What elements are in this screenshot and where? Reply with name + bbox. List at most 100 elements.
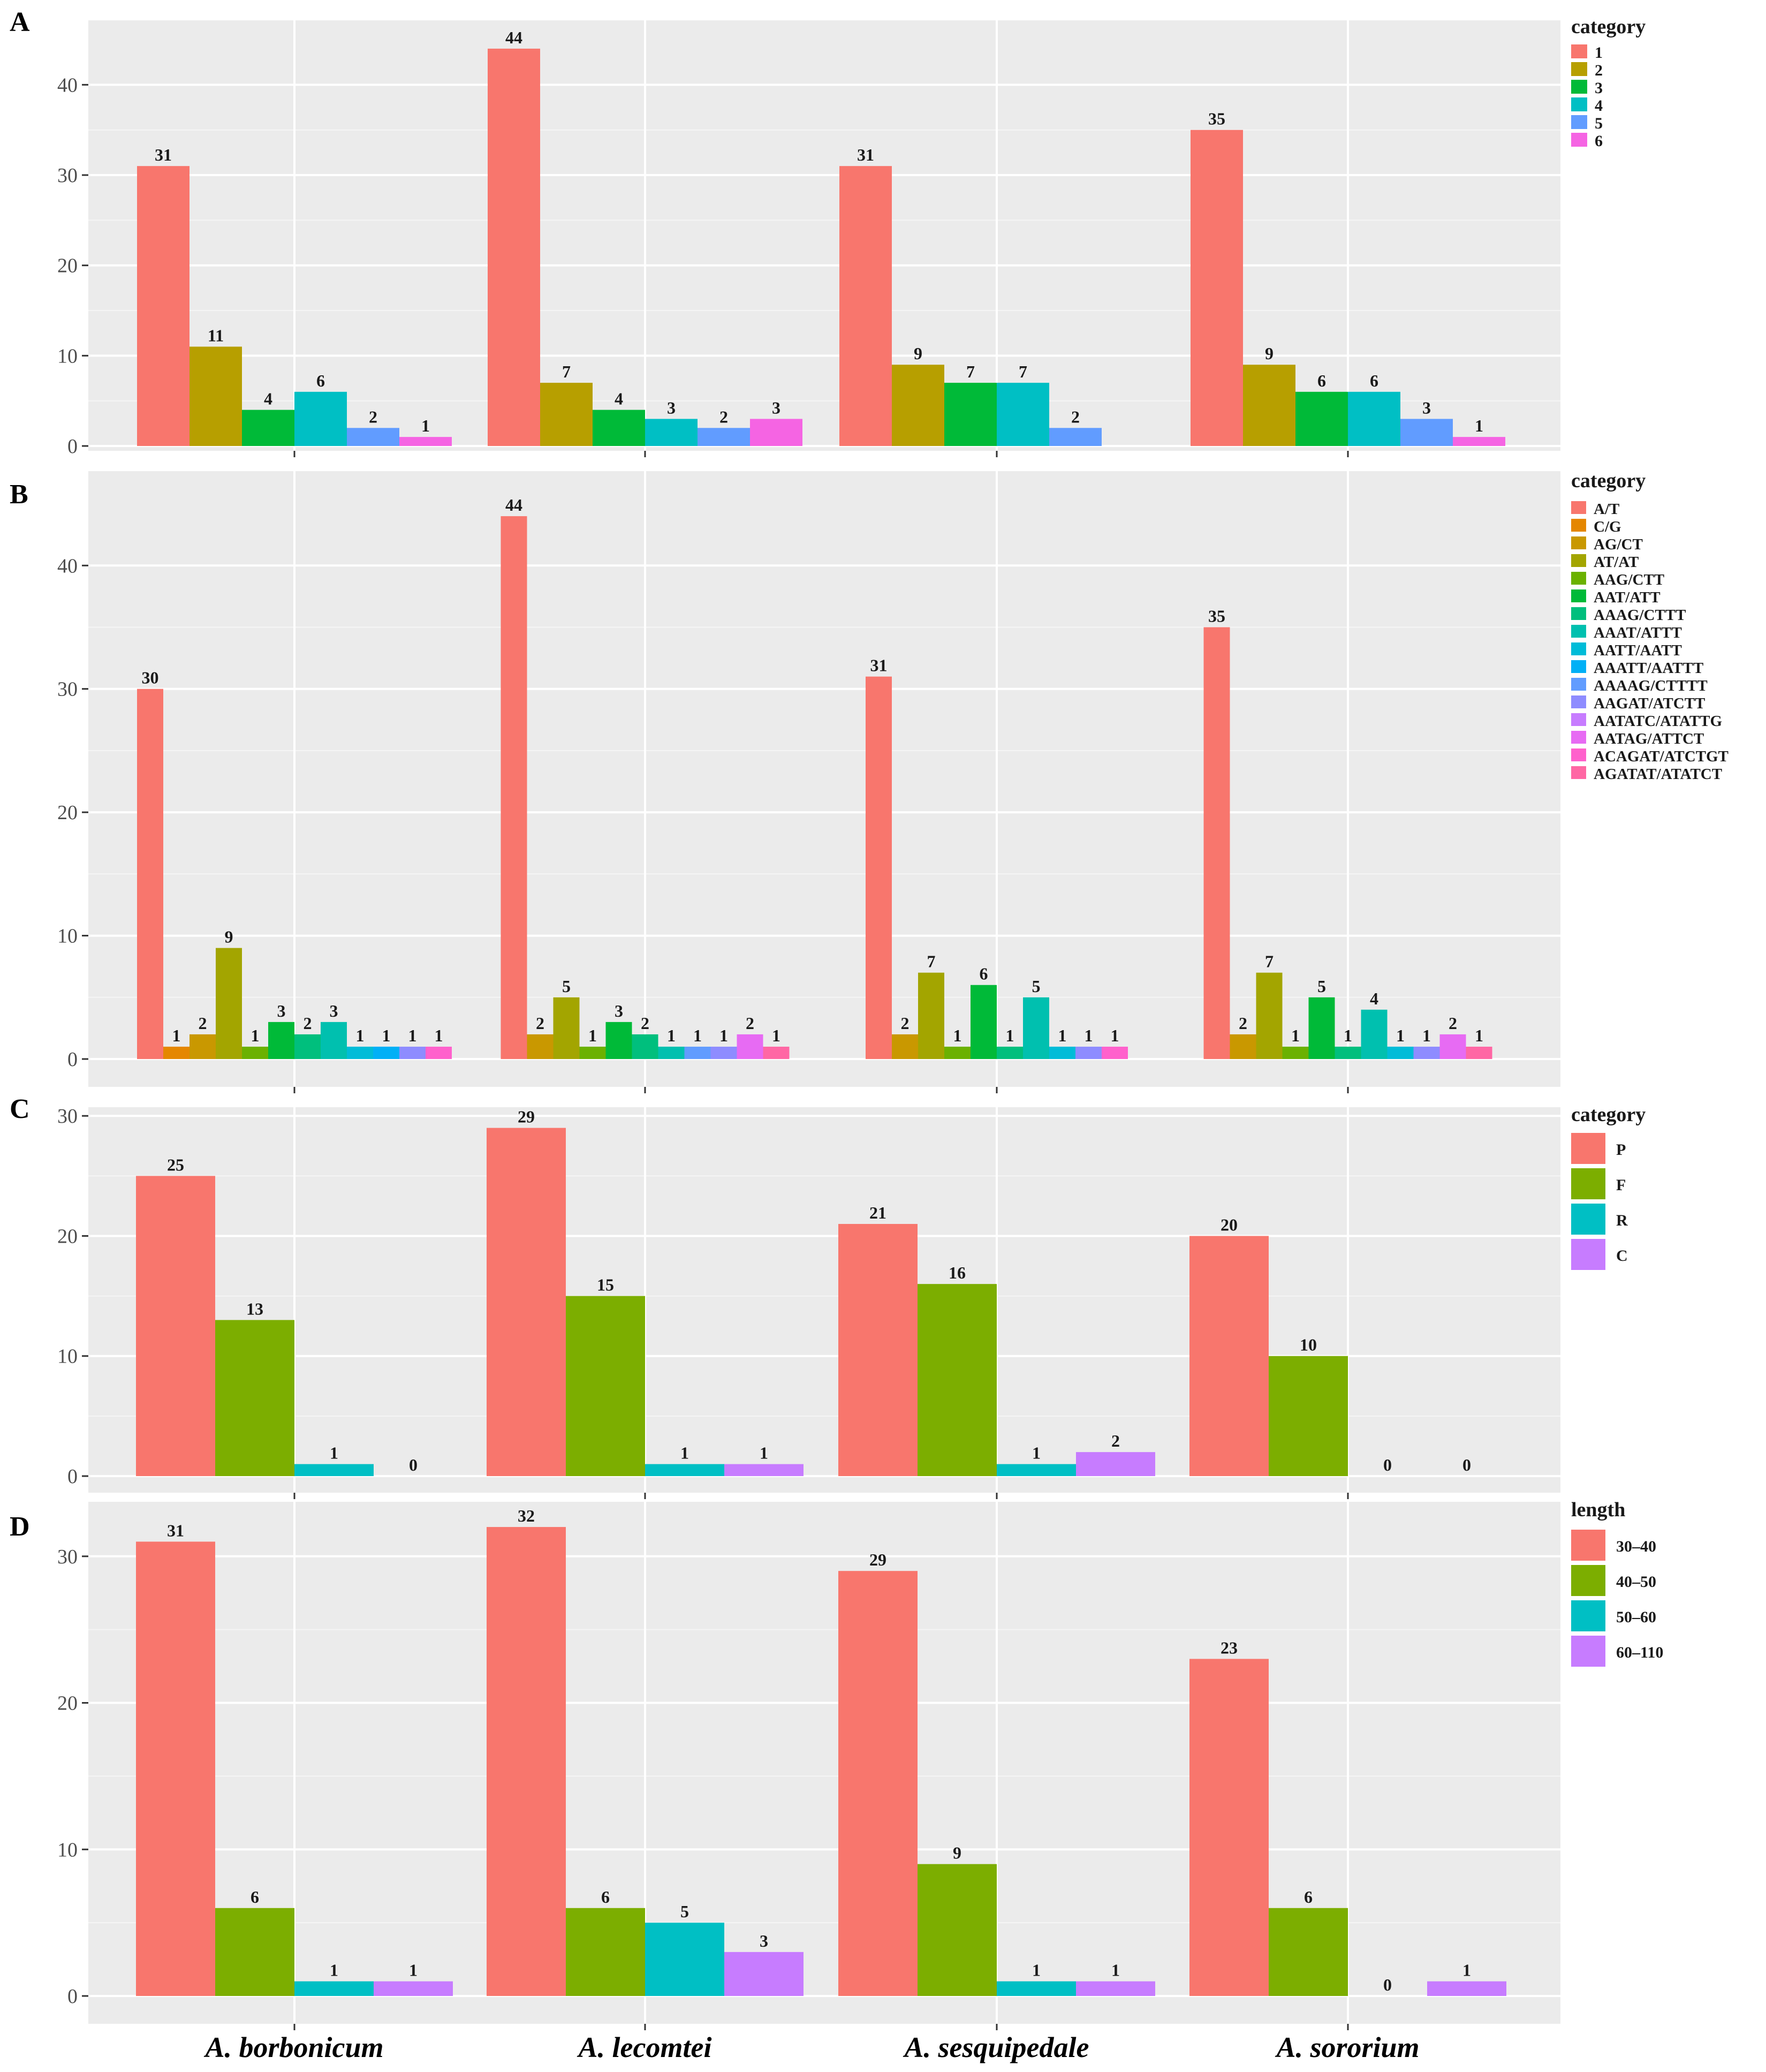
bar <box>1191 130 1243 446</box>
bar <box>838 1224 918 1476</box>
bar <box>892 365 944 446</box>
bar <box>1076 1452 1155 1476</box>
data-label: 1 <box>772 1026 780 1045</box>
legend-label: AAATT/AATTT <box>1594 660 1703 677</box>
y-tick-label: 10 <box>57 1839 78 1861</box>
bar <box>698 428 750 446</box>
legend-key <box>1571 731 1586 744</box>
legend-key <box>1571 80 1587 94</box>
y-tick-label: 40 <box>57 555 78 577</box>
legend-key <box>1571 44 1587 58</box>
bar <box>215 1320 294 1476</box>
legend-key <box>1571 625 1586 638</box>
legend-key <box>1571 607 1586 620</box>
legend-label: 4 <box>1595 97 1603 115</box>
bar <box>373 1046 399 1059</box>
bar <box>1189 1236 1269 1476</box>
bar <box>553 997 580 1059</box>
panel-letter-B: B <box>10 479 28 510</box>
bar <box>136 1176 215 1476</box>
data-label: 9 <box>953 1843 961 1863</box>
bar <box>216 948 242 1059</box>
data-label: 9 <box>225 927 233 947</box>
bar <box>997 382 1049 446</box>
data-label: 1 <box>1475 416 1483 435</box>
data-label: 7 <box>1265 952 1274 971</box>
y-tick-label: 10 <box>57 345 78 367</box>
data-label: 6 <box>980 964 988 984</box>
data-label: 0 <box>1383 1455 1392 1474</box>
data-label: 1 <box>719 1026 728 1045</box>
legend-label: AAG/CTT <box>1594 571 1664 588</box>
y-tick-label: 30 <box>57 164 78 187</box>
data-label: 6 <box>1304 1887 1313 1907</box>
data-label: 2 <box>641 1014 649 1033</box>
legend-label: AATAG/ATTCT <box>1594 730 1704 747</box>
data-label: 1 <box>1032 1961 1041 1980</box>
data-label: 2 <box>199 1014 207 1033</box>
data-label: 31 <box>155 145 172 164</box>
legend-label: 60–110 <box>1616 1644 1663 1661</box>
data-label: 9 <box>914 344 922 363</box>
bar <box>1189 1659 1269 1996</box>
legend-title: category <box>1571 16 1646 38</box>
bar <box>1427 1981 1506 1996</box>
data-label: 3 <box>277 1001 286 1020</box>
legend-label: 30–40 <box>1616 1538 1656 1555</box>
data-label: 20 <box>1221 1215 1238 1234</box>
data-label: 21 <box>869 1203 886 1222</box>
bar <box>399 437 452 446</box>
legend-label: AATT/AATT <box>1594 642 1682 659</box>
legend-key <box>1571 695 1586 708</box>
legend-label: F <box>1616 1176 1626 1194</box>
bar <box>750 419 802 446</box>
data-label: 2 <box>901 1014 909 1033</box>
bar <box>645 1464 724 1476</box>
y-tick-label: 30 <box>57 1546 78 1568</box>
y-tick-label: 30 <box>57 1105 78 1128</box>
bar <box>1453 437 1505 446</box>
data-label: 11 <box>208 326 224 345</box>
bar <box>488 48 540 446</box>
plot-background <box>88 20 1560 451</box>
data-label: 6 <box>1317 371 1326 390</box>
bar <box>1023 997 1049 1059</box>
legend-label: C/G <box>1594 518 1621 535</box>
legend-label: AT/AT <box>1594 554 1639 571</box>
data-label: 1 <box>1006 1026 1014 1045</box>
legend-label: AATATC/ATATTG <box>1594 713 1722 730</box>
bar <box>321 1022 347 1059</box>
data-label: 7 <box>562 362 571 381</box>
data-label: 1 <box>953 1026 962 1045</box>
legend-label: 50–60 <box>1616 1608 1656 1626</box>
data-label: 1 <box>680 1443 689 1463</box>
data-label: 31 <box>870 656 888 675</box>
legend-label: AAT/ATT <box>1594 589 1661 606</box>
legend-label: AG/CT <box>1594 536 1643 553</box>
bar <box>294 1981 374 1996</box>
bar <box>1230 1034 1256 1059</box>
data-label: 2 <box>536 1014 544 1033</box>
data-label: 25 <box>167 1155 184 1174</box>
data-label: 1 <box>172 1026 181 1045</box>
legend-key <box>1571 572 1586 585</box>
legend-key <box>1571 536 1586 549</box>
data-label: 1 <box>1058 1026 1067 1045</box>
bar <box>763 1046 790 1059</box>
data-label: 1 <box>1422 1026 1431 1045</box>
bar <box>1335 1046 1361 1059</box>
bar <box>645 1923 724 1996</box>
bar <box>918 1864 997 1996</box>
bar <box>215 1908 294 1996</box>
legend-key <box>1571 766 1586 779</box>
legend-label: AGATAT/ATATCT <box>1594 766 1722 783</box>
legend-key <box>1571 678 1586 691</box>
legend-label: AAAT/ATTT <box>1594 624 1682 641</box>
data-label: 1 <box>421 416 430 435</box>
legend-label: R <box>1616 1212 1628 1229</box>
data-label: 1 <box>330 1961 338 1980</box>
data-label: 5 <box>1317 977 1326 996</box>
data-label: 1 <box>1396 1026 1405 1045</box>
